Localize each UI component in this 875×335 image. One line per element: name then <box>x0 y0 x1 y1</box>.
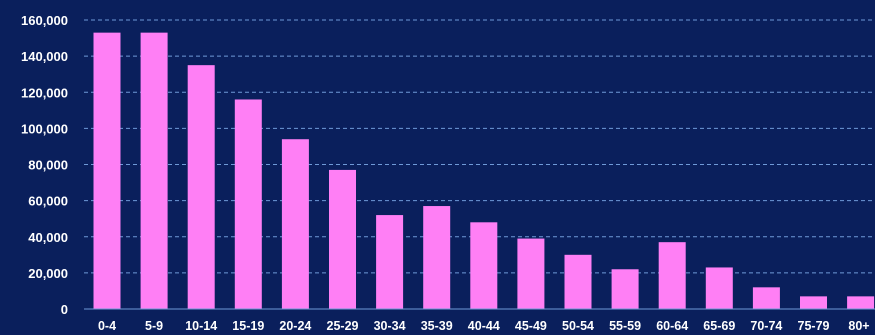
y-axis-ticks: 0 20,000 40,000 60,000 80,000 100,000 120,000 1… <box>21 13 68 317</box>
y-tick-label: 100,000 <box>21 121 68 136</box>
bar-50-54 <box>564 254 592 309</box>
x-tick-label: 0-4 <box>98 319 116 333</box>
y-tick-label: 140,000 <box>21 49 68 64</box>
x-tick-label: 45-49 <box>515 319 547 333</box>
x-tick-label: 20-24 <box>279 319 311 333</box>
bar-60-64 <box>658 242 686 309</box>
bar-45-49 <box>517 238 545 309</box>
y-tick-label: 120,000 <box>21 85 68 100</box>
bar-5-9 <box>140 32 168 310</box>
bar-80+ <box>847 296 875 309</box>
bar-0-4 <box>93 32 121 310</box>
bar-55-59 <box>611 269 639 309</box>
x-tick-label: 25-29 <box>327 319 359 333</box>
bar-65-69 <box>705 267 733 309</box>
x-tick-label: 65-69 <box>703 319 735 333</box>
y-tick-label: 40,000 <box>28 230 68 245</box>
x-tick-label: 5-9 <box>145 319 163 333</box>
x-tick-label: 60-64 <box>656 319 688 333</box>
x-tick-label: 40-44 <box>468 319 500 333</box>
bar-70-74 <box>752 287 780 309</box>
bar-10-14 <box>187 65 215 309</box>
bars <box>93 32 875 310</box>
x-tick-label: 55-59 <box>609 319 641 333</box>
x-tick-label: 70-74 <box>750 319 782 333</box>
x-tick-label: 15-19 <box>232 319 264 333</box>
y-tick-label: 60,000 <box>28 194 68 209</box>
x-tick-label: 80+ <box>848 319 869 333</box>
y-tick-label: 20,000 <box>28 266 68 281</box>
x-tick-label: 30-34 <box>374 319 406 333</box>
bar-35-39 <box>423 206 451 309</box>
x-axis-ticks: 0-4 5-9 10-14 15-19 20-24 25-29 30-34 35-39 40-4… <box>98 319 870 333</box>
x-tick-label: 35-39 <box>421 319 453 333</box>
bar-20-24 <box>281 139 309 309</box>
y-tick-label: 0 <box>61 302 68 317</box>
bar-25-29 <box>329 169 356 309</box>
bar-30-34 <box>376 215 404 309</box>
bar-15-19 <box>234 99 262 309</box>
y-tick-label: 80,000 <box>28 158 68 173</box>
x-tick-label: 50-54 <box>562 319 594 333</box>
bar-40-44 <box>470 222 498 309</box>
y-tick-label: 160,000 <box>21 13 68 28</box>
x-tick-label: 10-14 <box>185 319 217 333</box>
x-tick-label: 75-79 <box>798 319 830 333</box>
bar-75-79 <box>800 296 827 309</box>
